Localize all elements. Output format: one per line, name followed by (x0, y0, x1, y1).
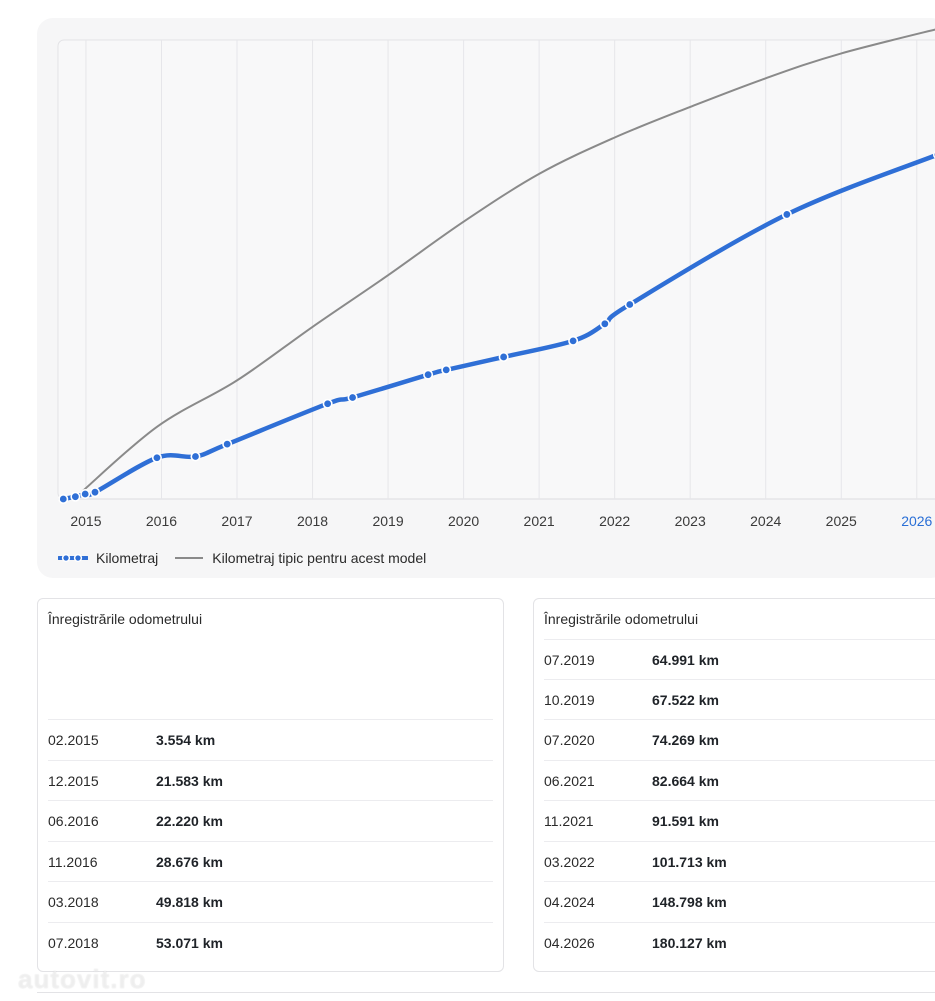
table-row: 07.2020 74.269 km (544, 719, 935, 760)
x-tick-label-2019: 2019 (372, 513, 403, 529)
table-row: 03.2018 49.818 km (48, 881, 493, 922)
series-line-typical (81, 28, 935, 493)
x-tick-label-2025: 2025 (826, 513, 857, 529)
data-point-0[interactable] (58, 493, 69, 504)
data-point-6[interactable] (222, 439, 233, 450)
x-tick-label-2017: 2017 (221, 513, 252, 529)
table-row: 06.2016 22.220 km (48, 800, 493, 841)
chart-legend: Kilometraj Kilometraj tipic pentru acest… (58, 548, 442, 568)
row-date: 07.2018 (48, 935, 99, 951)
table-row: 06.2021 82.664 km (544, 760, 935, 801)
data-point-14[interactable] (624, 299, 635, 310)
data-point-3[interactable] (90, 487, 101, 498)
row-km: 82.664 km (652, 773, 719, 789)
plot-area (57, 39, 935, 500)
legend-label-typical: Kilometraj tipic pentru acest model (212, 550, 427, 566)
table-row: 11.2021 91.591 km (544, 800, 935, 841)
data-point-9[interactable] (423, 369, 434, 380)
x-tick-label-2022: 2022 (599, 513, 630, 529)
data-point-1[interactable] (70, 491, 81, 502)
x-tick-label-2020: 2020 (448, 513, 479, 529)
row-date: 03.2018 (48, 894, 99, 910)
row-km: 64.991 km (652, 652, 719, 668)
table-row: 07.2018 53.071 km (48, 922, 493, 963)
row-km: 49.818 km (156, 894, 223, 910)
row-date: 04.2024 (544, 894, 595, 910)
next-card-edge (37, 992, 935, 1001)
row-km: 148.798 km (652, 894, 727, 910)
row-km: 67.522 km (652, 692, 719, 708)
table-row: 12.2015 21.583 km (48, 760, 493, 801)
data-point-13[interactable] (599, 318, 610, 329)
table-title: Înregistrările odometrului (544, 611, 699, 627)
row-km: 28.676 km (156, 854, 223, 870)
row-km: 53.071 km (156, 935, 223, 951)
row-date: 07.2019 (544, 652, 595, 668)
row-km: 22.220 km (156, 813, 223, 829)
x-tick-label-2021: 2021 (524, 513, 555, 529)
table-row: 04.2026 180.127 km (544, 922, 935, 963)
odometer-table-right: Înregistrările odometrului 07.2019 64.99… (533, 598, 935, 972)
odometer-table-left: Înregistrările odometrului 02.2015 3.554… (37, 598, 504, 972)
row-date: 12.2015 (48, 773, 99, 789)
data-point-2[interactable] (80, 489, 91, 500)
table-row: 02.2015 3.554 km (48, 719, 493, 760)
table-row: 11.2016 28.676 km (48, 841, 493, 882)
legend-item-typical[interactable]: Kilometraj tipic pentru acest model (174, 550, 426, 566)
odometer-chart: 2015 2016 2017 2018 2019 2020 2021 2022 2023 2024… (57, 28, 935, 529)
table-row: 04.2024 148.798 km (544, 881, 935, 922)
row-km: 101.713 km (652, 854, 727, 870)
row-km: 21.583 km (156, 773, 223, 789)
data-point-4[interactable] (151, 452, 162, 463)
table-title: Înregistrările odometrului (48, 611, 203, 627)
legend-item-kilometraj[interactable]: Kilometraj (58, 550, 158, 566)
x-tick-label-2026: 2026 (901, 513, 932, 529)
table-row: 03.2022 101.713 km (544, 841, 935, 882)
legend-swatch-dotted-blue (58, 553, 88, 563)
row-date: 07.2020 (544, 732, 595, 748)
row-date: 06.2021 (544, 773, 595, 789)
legend-swatch-solid-gray (175, 557, 204, 559)
x-tick-label-2015: 2015 (70, 513, 101, 529)
chart-card: 2015 2016 2017 2018 2019 2020 2021 2022 2023 2024… (37, 18, 935, 578)
x-tick-label-2016: 2016 (146, 513, 177, 529)
watermark-logo: autovit.ro (18, 964, 147, 994)
data-point-8[interactable] (347, 392, 358, 403)
legend-label-kilometraj: Kilometraj (96, 550, 159, 566)
row-km: 180.127 km (652, 935, 727, 951)
row-date: 11.2021 (544, 813, 594, 829)
data-point-10[interactable] (441, 364, 452, 375)
x-tick-label-2023: 2023 (675, 513, 706, 529)
row-km: 3.554 km (156, 732, 216, 748)
data-point-7[interactable] (322, 398, 333, 409)
x-tick-label-2018: 2018 (297, 513, 328, 529)
table-row: 07.2019 64.991 km (544, 639, 935, 680)
data-point-11[interactable] (498, 351, 509, 362)
row-km: 74.269 km (652, 732, 719, 748)
row-date: 11.2016 (48, 854, 98, 870)
row-date: 10.2019 (544, 692, 595, 708)
row-date: 02.2015 (48, 732, 99, 748)
row-km: 91.591 km (652, 813, 719, 829)
x-tick-label-2024: 2024 (750, 513, 781, 529)
table-row: 10.2019 67.522 km (544, 679, 935, 720)
data-point-12[interactable] (568, 335, 579, 346)
data-point-15[interactable] (781, 209, 792, 220)
row-date: 04.2026 (544, 935, 595, 951)
row-date: 03.2022 (544, 854, 595, 870)
row-date: 06.2016 (48, 813, 99, 829)
data-point-5[interactable] (190, 451, 201, 462)
